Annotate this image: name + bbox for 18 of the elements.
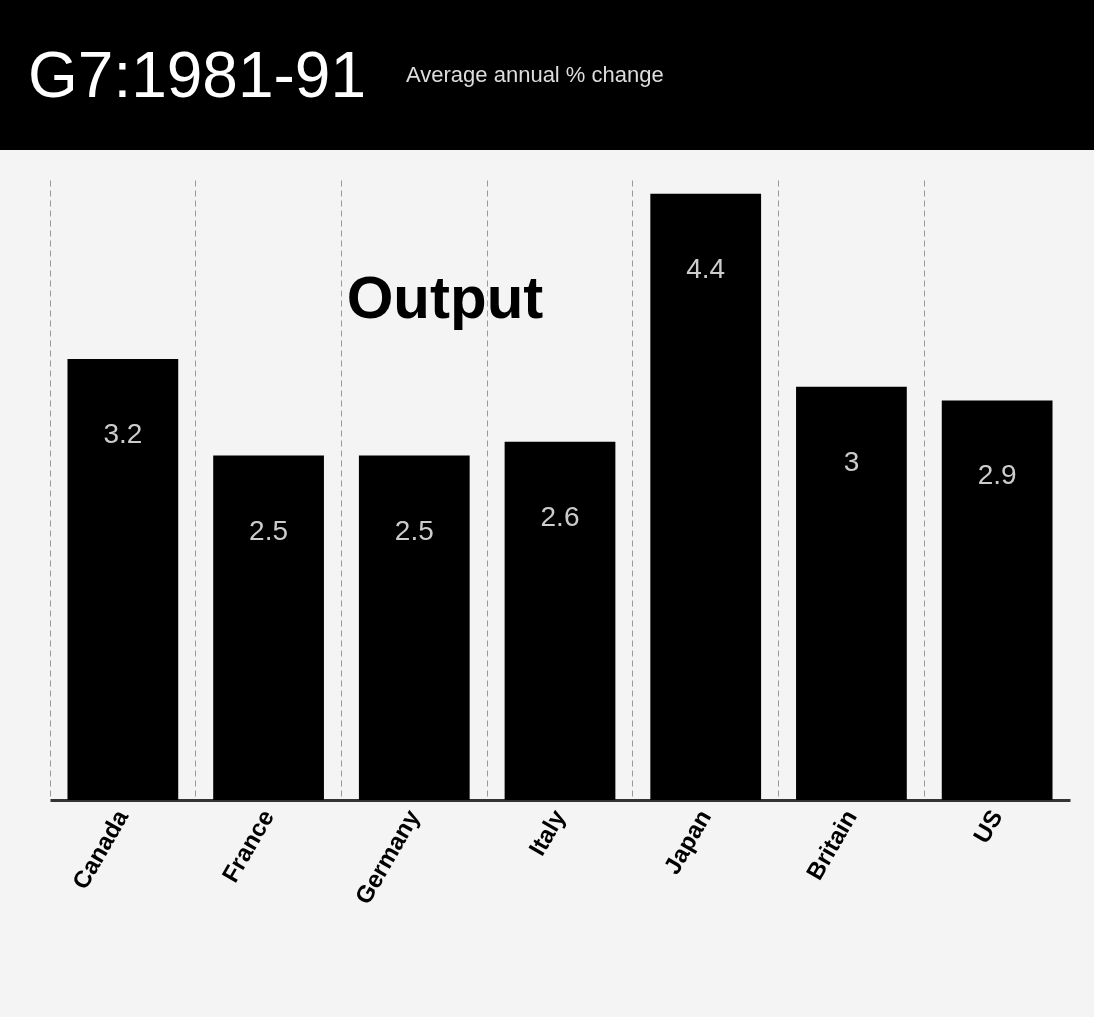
bar <box>796 386 907 800</box>
bar <box>650 193 762 800</box>
data-label: 2.6 <box>540 500 580 532</box>
chart-subtitle: Average annual % change <box>406 62 664 88</box>
x-tick-label: US <box>967 805 1008 848</box>
bar <box>213 455 324 800</box>
data-label: 2.9 <box>977 459 1017 491</box>
annotation: Output <box>346 264 544 331</box>
data-label: 2.5 <box>249 514 289 546</box>
bar <box>941 400 1053 800</box>
data-label: 3 <box>843 445 860 477</box>
chart-title: G7:1981-91 <box>28 38 367 112</box>
bar <box>358 455 470 800</box>
data-label: 3.2 <box>103 418 143 450</box>
bar <box>67 359 179 800</box>
bar <box>504 441 616 800</box>
data-label: 4.4 <box>686 252 726 284</box>
data-label: 2.5 <box>394 514 434 546</box>
